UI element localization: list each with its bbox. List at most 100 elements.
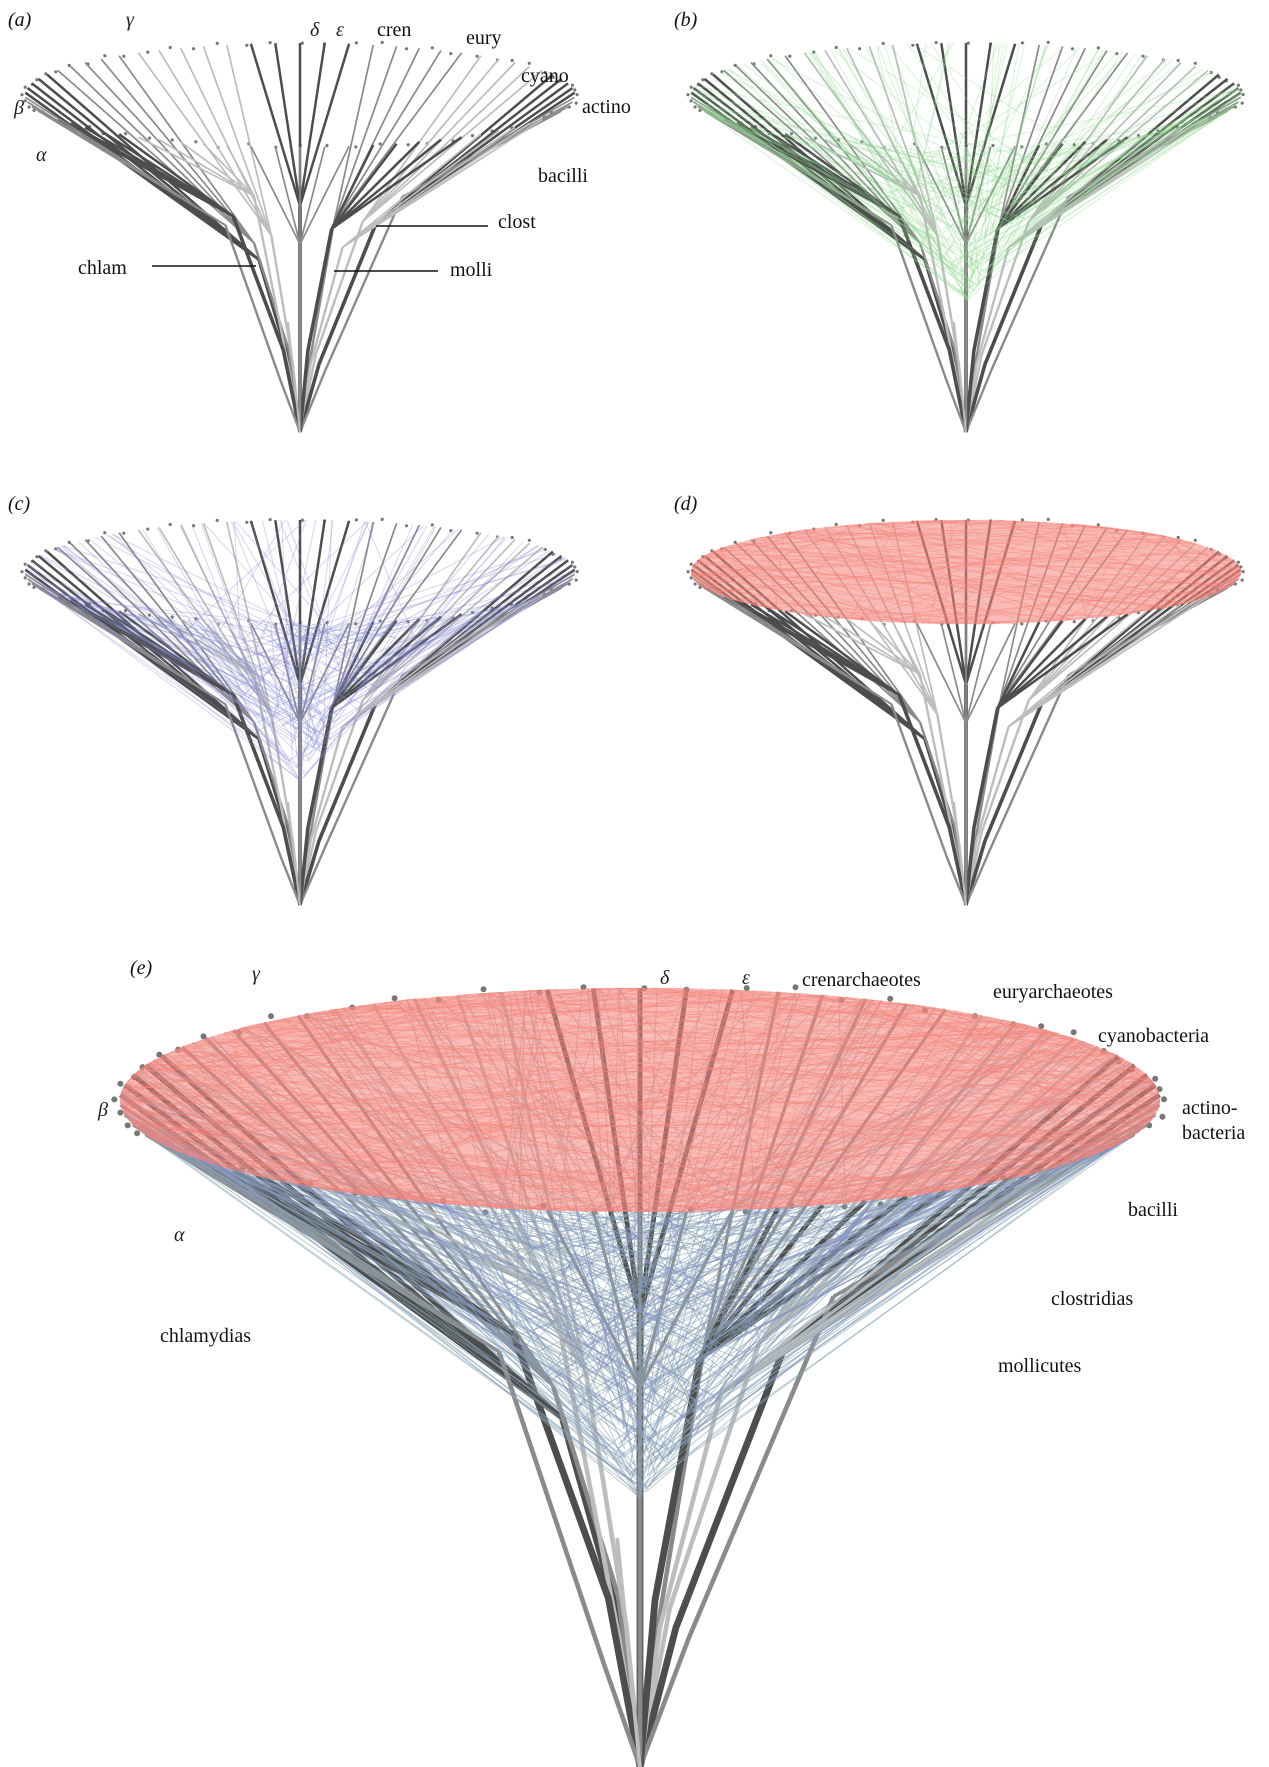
transfer-edge xyxy=(969,143,1057,194)
transfer-edge xyxy=(363,525,428,638)
tree-branch xyxy=(274,43,302,206)
transfer-edge xyxy=(161,1143,485,1278)
transfer-edge xyxy=(557,1207,786,1250)
transfer-edge xyxy=(286,519,353,703)
transfer-edge xyxy=(130,1122,678,1418)
tree-branch xyxy=(299,623,326,724)
transfer-edge xyxy=(723,1152,1099,1338)
transfer-edge xyxy=(767,58,970,293)
tree-leaf-tip xyxy=(1193,61,1197,65)
transfer-edge xyxy=(279,623,342,667)
tree-leaf-tip xyxy=(124,132,128,136)
transfer-edge xyxy=(281,520,293,759)
transfer-edge xyxy=(967,104,1237,290)
transfer-edge xyxy=(605,1211,675,1367)
transfer-edge xyxy=(630,1209,753,1480)
panel-c-label: (c) xyxy=(8,493,31,515)
transfer-edge xyxy=(63,545,267,694)
tree-leaf-tip xyxy=(1038,1023,1045,1030)
panel-d-transfer-overlay xyxy=(690,519,1242,625)
transfer-edge xyxy=(350,1192,648,1489)
tree-branch xyxy=(342,126,516,248)
transfer-edge xyxy=(585,1210,768,1335)
transfer-edge xyxy=(255,1174,596,1251)
transfer-edge xyxy=(239,525,425,700)
tree-branch xyxy=(226,621,255,675)
transfer-edge xyxy=(603,1193,922,1384)
transfer-edge xyxy=(255,571,576,724)
transfer-edge xyxy=(249,520,326,728)
transfer-edge xyxy=(681,1193,921,1435)
transfer-edge xyxy=(337,1190,525,1261)
transfer-edge xyxy=(360,1194,660,1394)
tree-leaf-tip xyxy=(769,54,773,58)
taxon-actino-label-e-1: actino- xyxy=(1182,1097,1238,1119)
transfer-edge xyxy=(575,1211,643,1348)
transfer-edge xyxy=(38,555,315,719)
transfer-edge xyxy=(419,1201,857,1242)
tree-leaf-tip xyxy=(35,555,39,559)
tree-leaf-tip xyxy=(742,1208,749,1215)
transfer-edge xyxy=(742,1145,1116,1308)
transfer-edge xyxy=(681,1193,921,1435)
transfer-edge xyxy=(180,618,306,676)
tree-leaf-tip xyxy=(689,85,693,89)
transfer-edge xyxy=(608,1209,741,1297)
tree-branch xyxy=(1041,73,1220,225)
panel-a-label: (a) xyxy=(8,9,32,31)
transfer-edge xyxy=(695,104,960,231)
tree-branch xyxy=(996,138,1108,230)
transfer-edge xyxy=(890,44,948,199)
transfer-edge xyxy=(1006,143,1061,251)
tree-leaf-tip xyxy=(168,45,172,50)
tree-leaf-tip xyxy=(44,549,48,553)
tree-branch xyxy=(202,46,273,236)
transfer-edge xyxy=(693,1197,893,1369)
transfer-edge xyxy=(131,1123,638,1419)
transfer-edge xyxy=(574,1189,950,1350)
tree-leaf-tip xyxy=(710,549,714,553)
transfer-edge xyxy=(1011,123,1195,182)
transfer-rim-fill xyxy=(120,988,1160,1212)
transfer-edge xyxy=(819,1182,991,1268)
transfer-edge xyxy=(318,577,574,645)
tree-leaf-tip xyxy=(449,52,453,56)
tree-branch xyxy=(342,607,500,728)
panel-e-tree xyxy=(111,984,1167,1767)
transfer-edge xyxy=(339,608,496,646)
transfer-edge xyxy=(53,548,389,670)
transfer-edge xyxy=(366,1194,567,1317)
tree-branch xyxy=(690,96,892,226)
transfer-edge xyxy=(88,538,267,680)
tree-leaf-tip xyxy=(1241,93,1245,97)
transfer-edge xyxy=(266,603,516,658)
tree-leaf-tip xyxy=(470,611,475,615)
tree-branch xyxy=(158,138,255,197)
transfer-edge xyxy=(289,602,522,710)
transfer-edge xyxy=(745,1191,934,1287)
transfer-edge xyxy=(699,107,969,299)
tree-leaf-tip xyxy=(194,140,198,144)
tree-branch xyxy=(1028,62,1182,222)
tree-leaf-tip xyxy=(146,50,150,54)
transfer-edge xyxy=(646,1206,792,1405)
tree-leaf-tip xyxy=(35,78,39,82)
transfer-edge xyxy=(720,1197,894,1324)
transfer-edge xyxy=(140,1131,716,1369)
transfer-edge xyxy=(307,1185,633,1441)
transfer-edge xyxy=(585,1210,768,1335)
tree-branch xyxy=(138,613,255,675)
tree-branch xyxy=(996,142,1064,230)
tree-leaf-tip xyxy=(23,85,27,89)
transfer-edge xyxy=(291,521,366,745)
transfer-edge xyxy=(332,1190,582,1421)
transfer-edge xyxy=(985,45,1047,249)
transfer-edge xyxy=(31,560,295,743)
transfer-edge xyxy=(247,622,311,764)
transfer-edge xyxy=(132,1124,706,1405)
transfer-edge xyxy=(711,1131,1140,1353)
transfer-edge xyxy=(139,1130,625,1477)
transfer-edge xyxy=(646,1205,812,1437)
transfer-edge xyxy=(702,109,969,192)
panel-c-tree xyxy=(20,517,579,906)
